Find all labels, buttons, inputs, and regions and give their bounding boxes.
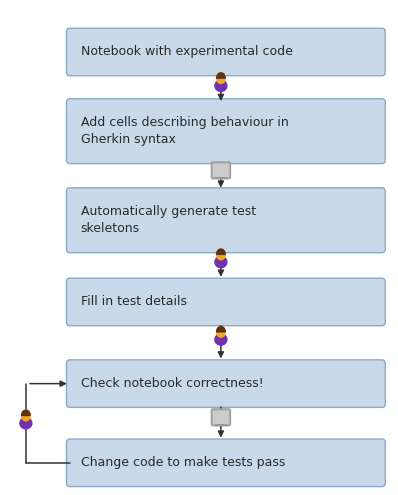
Text: Add cells describing behaviour in
Gherkin syntax: Add cells describing behaviour in Gherki… [81,116,289,146]
FancyBboxPatch shape [66,28,385,76]
Circle shape [217,327,225,337]
Ellipse shape [215,256,227,268]
FancyBboxPatch shape [66,99,385,163]
Text: Notebook with experimental code: Notebook with experimental code [81,46,293,58]
FancyBboxPatch shape [213,164,229,177]
Ellipse shape [20,418,32,429]
Text: Automatically generate test
skeletons: Automatically generate test skeletons [81,205,256,235]
Text: Check notebook correctness!: Check notebook correctness! [81,377,263,390]
Circle shape [217,73,225,84]
Circle shape [21,410,30,421]
Ellipse shape [215,334,227,345]
FancyBboxPatch shape [213,411,229,424]
Wedge shape [21,410,30,415]
Wedge shape [217,327,225,332]
FancyBboxPatch shape [66,360,385,407]
Text: Fill in test details: Fill in test details [81,296,187,308]
FancyBboxPatch shape [66,439,385,487]
FancyBboxPatch shape [66,278,385,326]
FancyBboxPatch shape [211,162,230,179]
Ellipse shape [215,80,227,92]
FancyBboxPatch shape [211,409,230,426]
FancyBboxPatch shape [66,188,385,252]
Text: Change code to make tests pass: Change code to make tests pass [81,456,285,469]
Wedge shape [217,73,225,78]
Wedge shape [217,249,225,254]
Circle shape [217,249,225,260]
